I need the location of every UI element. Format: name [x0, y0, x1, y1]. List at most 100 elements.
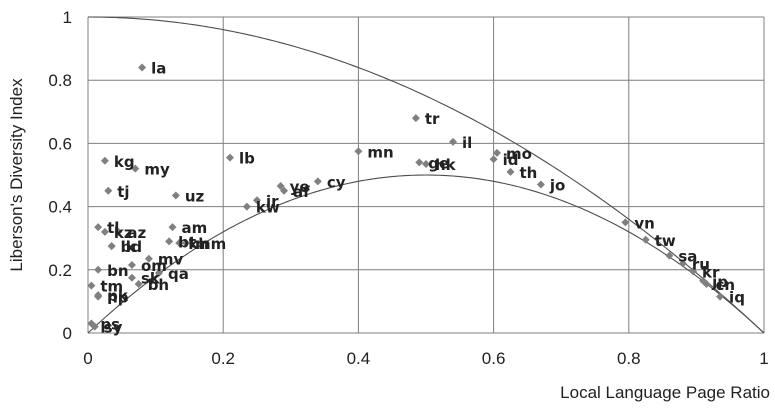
data-point-bh [134, 280, 143, 289]
data-point-af [280, 186, 289, 195]
lower-bound-curve [87, 174, 765, 334]
data-point-tm [87, 281, 96, 290]
point-label-mv: mv [158, 251, 184, 269]
point-label-bt: bt [178, 233, 196, 251]
reference-curves [87, 16, 765, 334]
data-point-ge [415, 158, 424, 167]
upper-bound-curve [87, 16, 765, 334]
x-axis-ticks: 0 0.2 0.4 0.6 0.8 1 [83, 349, 768, 368]
point-label-cy: cy [327, 173, 346, 191]
data-point-lk [107, 242, 116, 251]
data-point-ir [253, 196, 261, 205]
data-point-am [168, 223, 177, 232]
point-label-om: om [141, 257, 167, 275]
data-point-vn [621, 218, 630, 227]
point-label-sy: sy [104, 319, 123, 337]
point-label-bd: bd [121, 238, 142, 256]
data-point-tw [641, 235, 650, 244]
point-label-th: th [520, 164, 538, 182]
x-axis-title: Local Language Page Ratio [560, 383, 770, 402]
x-tick-label: 1 [759, 349, 768, 368]
point-label-ge: ge [428, 154, 449, 172]
data-point-mn [354, 147, 363, 156]
data-points [87, 63, 725, 331]
point-label-kh: kh [188, 235, 209, 253]
point-label-lk: lk [121, 238, 137, 256]
data-point-hk [422, 159, 430, 168]
y-tick-label: 0.8 [48, 71, 72, 90]
point-label-jo: jo [549, 176, 565, 194]
data-point-sk [127, 273, 136, 282]
point-label-id: id [503, 151, 519, 169]
y-tick-label: 0.4 [48, 198, 72, 217]
data-point-mm [182, 238, 191, 247]
point-label-mm: mm [195, 235, 226, 253]
data-point-om [127, 261, 136, 270]
point-label-ru: ru [692, 255, 710, 273]
point-label-lb: lb [239, 150, 255, 168]
y-tick-label: 1 [63, 8, 72, 27]
data-point-cy [313, 177, 322, 186]
point-label-jp: jp [711, 273, 728, 291]
data-point-ru [678, 259, 687, 268]
point-label-mn: mn [367, 143, 393, 161]
data-point-la [138, 63, 147, 72]
data-point-iq [716, 292, 725, 301]
data-point-kr [689, 267, 698, 276]
data-point-sa [665, 251, 674, 260]
point-label-tj: tj [117, 183, 129, 201]
data-point-il [449, 137, 458, 146]
data-point-jo [536, 180, 545, 189]
point-label-tr: tr [425, 110, 440, 128]
data-point-tl [94, 223, 103, 232]
y-tick-label: 0.2 [48, 261, 72, 280]
data-point-id [489, 155, 498, 164]
point-label-vn: vn [634, 214, 654, 232]
point-label-bn: bn [107, 262, 128, 280]
y-axis-title: Liberson's Diversity Index [7, 78, 26, 272]
x-tick-label: 0.6 [482, 349, 506, 368]
point-label-il: il [462, 134, 472, 152]
data-point-kw [242, 202, 251, 211]
point-label-kz: kz [114, 224, 133, 242]
x-tick-label: 0.4 [347, 349, 371, 368]
data-point-kh [175, 238, 184, 247]
data-point-cn [702, 280, 711, 289]
point-label-kw: kw [256, 199, 280, 217]
point-label-af: af [293, 183, 310, 201]
point-label-np: np [107, 289, 129, 307]
data-point-ye [276, 182, 285, 191]
data-point-tr [411, 114, 420, 123]
data-point-lb [225, 153, 234, 162]
data-point-mv [144, 254, 153, 263]
data-point-sy [90, 322, 99, 331]
point-label-ye: ye [290, 178, 310, 196]
data-point-kg [100, 156, 109, 165]
y-tick-label: 0 [63, 324, 72, 343]
x-tick-label: 0 [83, 349, 92, 368]
point-label-iq: iq [729, 289, 745, 307]
point-label-am: am [182, 219, 208, 237]
data-point-az [114, 227, 123, 236]
y-tick-label: 0.6 [48, 134, 72, 153]
point-label-qa: qa [168, 265, 189, 283]
point-label-sk: sk [141, 270, 161, 288]
point-label-uz: uz [185, 188, 205, 206]
data-point-kz [100, 227, 109, 236]
point-label-pk: pk [107, 287, 129, 305]
data-point-mo [492, 148, 501, 157]
data-point-bn [94, 265, 103, 274]
data-point-my [131, 164, 140, 173]
grid [87, 16, 765, 334]
point-label-sa: sa [678, 248, 697, 266]
point-label-ps: ps [100, 316, 120, 334]
data-point-np [94, 292, 103, 301]
point-label-ir: ir [266, 192, 279, 210]
point-label-my: my [144, 161, 170, 179]
point-label-la: la [151, 60, 166, 78]
point-label-hk: hk [435, 156, 457, 174]
point-label-az: az [127, 224, 146, 242]
point-label-kr: kr [702, 263, 720, 281]
